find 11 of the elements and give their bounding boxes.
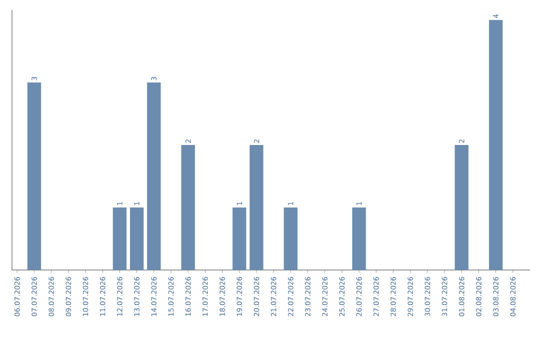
bar: [488, 20, 503, 270]
bar: [147, 82, 161, 270]
bar: [112, 208, 127, 270]
bar: [352, 208, 366, 270]
bar: [454, 145, 468, 270]
bar: [284, 208, 298, 270]
bar: [232, 208, 246, 270]
bar: [181, 145, 195, 270]
bar: [130, 208, 144, 270]
bar: [250, 145, 264, 270]
bar: [27, 82, 42, 270]
